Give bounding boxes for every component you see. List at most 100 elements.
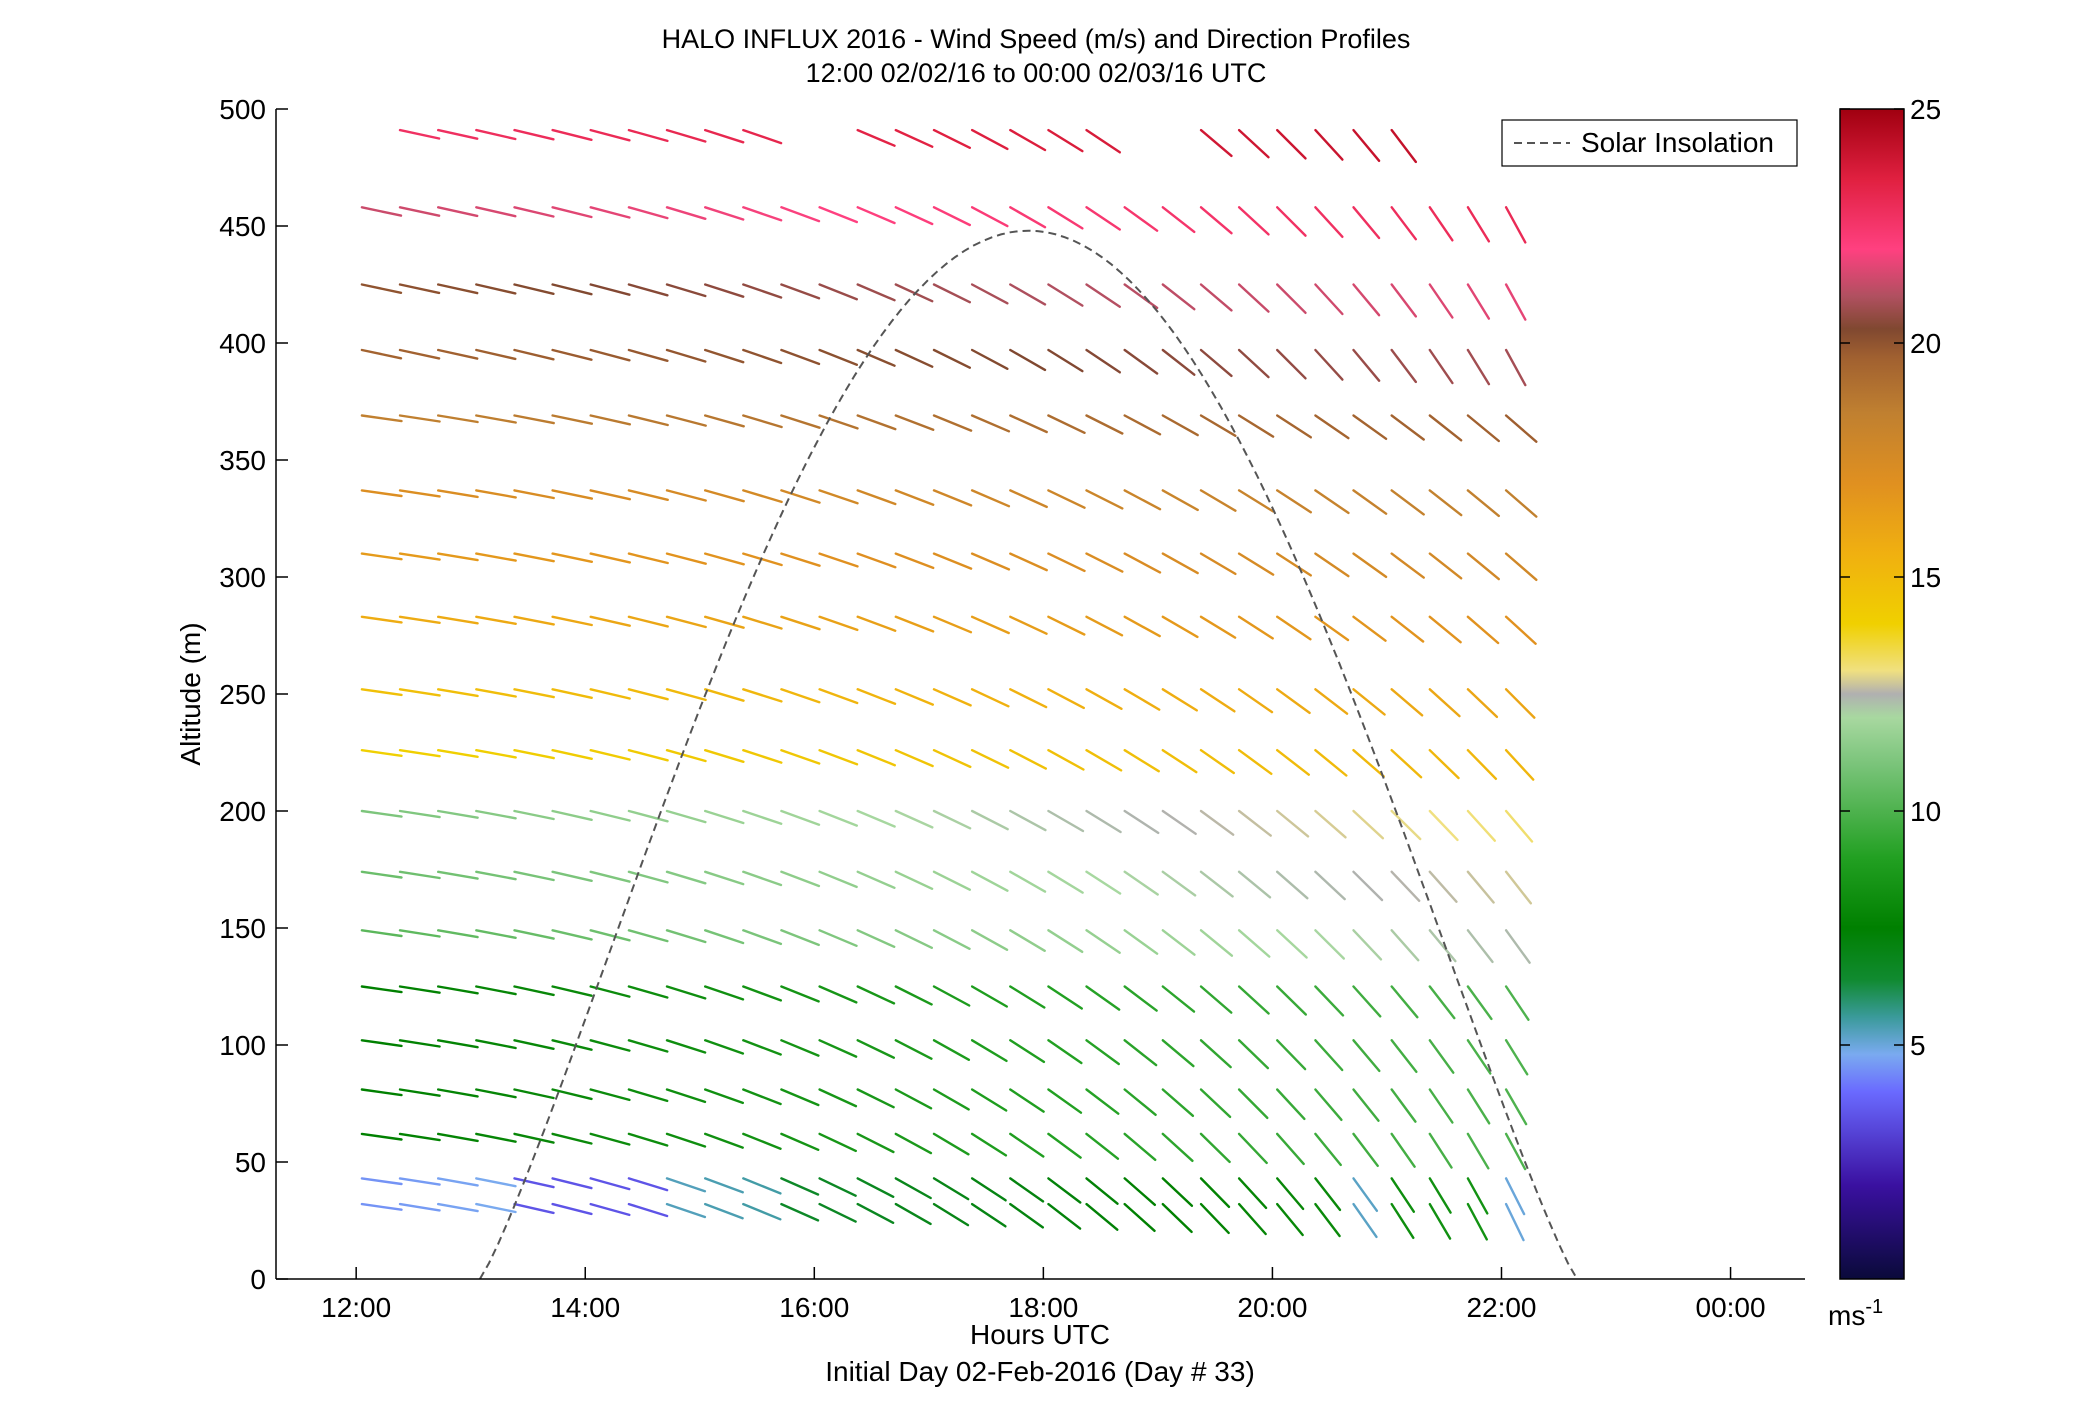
wind-vector <box>665 688 707 702</box>
wind-vector <box>1466 809 1497 842</box>
wind-vector <box>970 1039 1008 1063</box>
wind-vector <box>1275 414 1313 439</box>
wind-vector <box>1009 489 1048 509</box>
wind-vector <box>932 749 972 769</box>
wind-vector <box>780 1088 820 1107</box>
wind-vector <box>475 615 517 625</box>
wind-vector <box>856 1088 895 1109</box>
wind-vector <box>894 809 934 829</box>
wind-vector <box>1275 1039 1307 1071</box>
wind-vector <box>1466 206 1491 243</box>
wind-vector <box>856 348 896 367</box>
wind-vector <box>856 809 896 828</box>
wind-vector <box>780 985 820 1003</box>
wind-vector <box>780 688 821 704</box>
wind-vector <box>1009 1132 1045 1158</box>
wind-vector <box>1161 348 1196 376</box>
wind-vector <box>1009 1177 1045 1203</box>
colorbar-tick-label: 25 <box>1910 94 1941 125</box>
wind-vector <box>1504 1039 1529 1076</box>
wind-vector <box>398 1202 441 1212</box>
wind-vector <box>1047 929 1084 953</box>
wind-vector <box>1237 1132 1268 1165</box>
wind-vector <box>665 749 707 763</box>
wind-vector <box>970 615 1010 635</box>
wind-vector <box>742 809 783 825</box>
wind-vector <box>589 552 631 564</box>
wind-vector <box>1275 688 1311 715</box>
wind-vector <box>894 985 933 1006</box>
wind-vector <box>780 929 820 947</box>
wind-vector <box>513 929 555 940</box>
wind-vector <box>1428 348 1454 385</box>
wind-vector <box>704 1088 744 1105</box>
wind-vector <box>1237 552 1275 576</box>
wind-vector <box>1161 1202 1193 1234</box>
wind-vector <box>475 1177 517 1188</box>
wind-vector <box>551 1132 593 1145</box>
wind-vector <box>437 870 479 880</box>
wind-vector <box>1161 809 1197 835</box>
wind-vector <box>551 1202 593 1216</box>
wind-vector <box>1466 414 1501 443</box>
wind-vector <box>513 414 555 425</box>
y-tick-label: 200 <box>219 796 266 827</box>
wind-vector <box>1275 615 1312 641</box>
wind-vector <box>665 414 707 427</box>
wind-vector <box>894 348 934 368</box>
solar-insolation-curve <box>479 229 1578 1280</box>
wind-vector <box>589 1132 631 1146</box>
wind-vector <box>1237 809 1272 837</box>
wind-vector <box>1237 414 1275 438</box>
wind-vector <box>551 128 593 142</box>
wind-vector <box>589 615 631 627</box>
wind-vector <box>704 283 745 298</box>
wind-vector <box>818 348 858 366</box>
wind-vector <box>1123 206 1159 232</box>
wind-vector <box>1199 206 1233 235</box>
wind-vector <box>894 206 934 226</box>
wind-vector <box>1123 929 1159 955</box>
wind-vector <box>1047 1088 1083 1114</box>
wind-vector <box>1237 489 1275 513</box>
wind-vector <box>818 615 859 632</box>
wind-vector <box>437 489 479 499</box>
wind-vector <box>894 1039 933 1060</box>
wind-vector <box>551 283 593 296</box>
wind-vector <box>1085 489 1124 510</box>
wind-vector <box>551 615 593 627</box>
wind-vector <box>360 348 403 360</box>
wind-vector <box>1352 749 1385 778</box>
wind-vector <box>894 1088 933 1110</box>
wind-vector <box>1275 1202 1304 1237</box>
wind-vector <box>360 1039 403 1048</box>
wind-vector <box>627 1039 669 1053</box>
wind-vector <box>894 1202 932 1226</box>
wind-vector <box>1047 1202 1082 1230</box>
wind-vector <box>1009 128 1047 152</box>
wind-vector <box>1314 1202 1341 1238</box>
wind-vector <box>1085 1177 1119 1205</box>
wind-vector <box>1390 489 1425 516</box>
wind-vector <box>627 688 669 701</box>
wind-vector <box>1047 1177 1082 1204</box>
wind-vector <box>551 809 593 821</box>
wind-vector <box>1275 206 1307 237</box>
wind-vector <box>1085 615 1124 637</box>
chart-subtitle: 12:00 02/02/16 to 00:00 02/03/16 UTC <box>806 58 1267 88</box>
wind-vector <box>398 749 441 758</box>
wind-vector <box>856 489 897 506</box>
wind-vector <box>627 985 669 999</box>
wind-vector <box>360 206 403 217</box>
wind-vector <box>1199 749 1236 775</box>
wind-vector <box>1123 283 1159 310</box>
wind-vector <box>1390 688 1424 717</box>
wind-vector <box>589 809 631 822</box>
wind-vector <box>1199 809 1235 836</box>
wind-vector <box>1390 206 1418 241</box>
wind-vector <box>1199 985 1233 1014</box>
wind-vector <box>551 552 593 563</box>
wind-vector <box>475 1202 517 1214</box>
wind-vector <box>627 489 669 501</box>
wind-vector <box>970 489 1011 508</box>
